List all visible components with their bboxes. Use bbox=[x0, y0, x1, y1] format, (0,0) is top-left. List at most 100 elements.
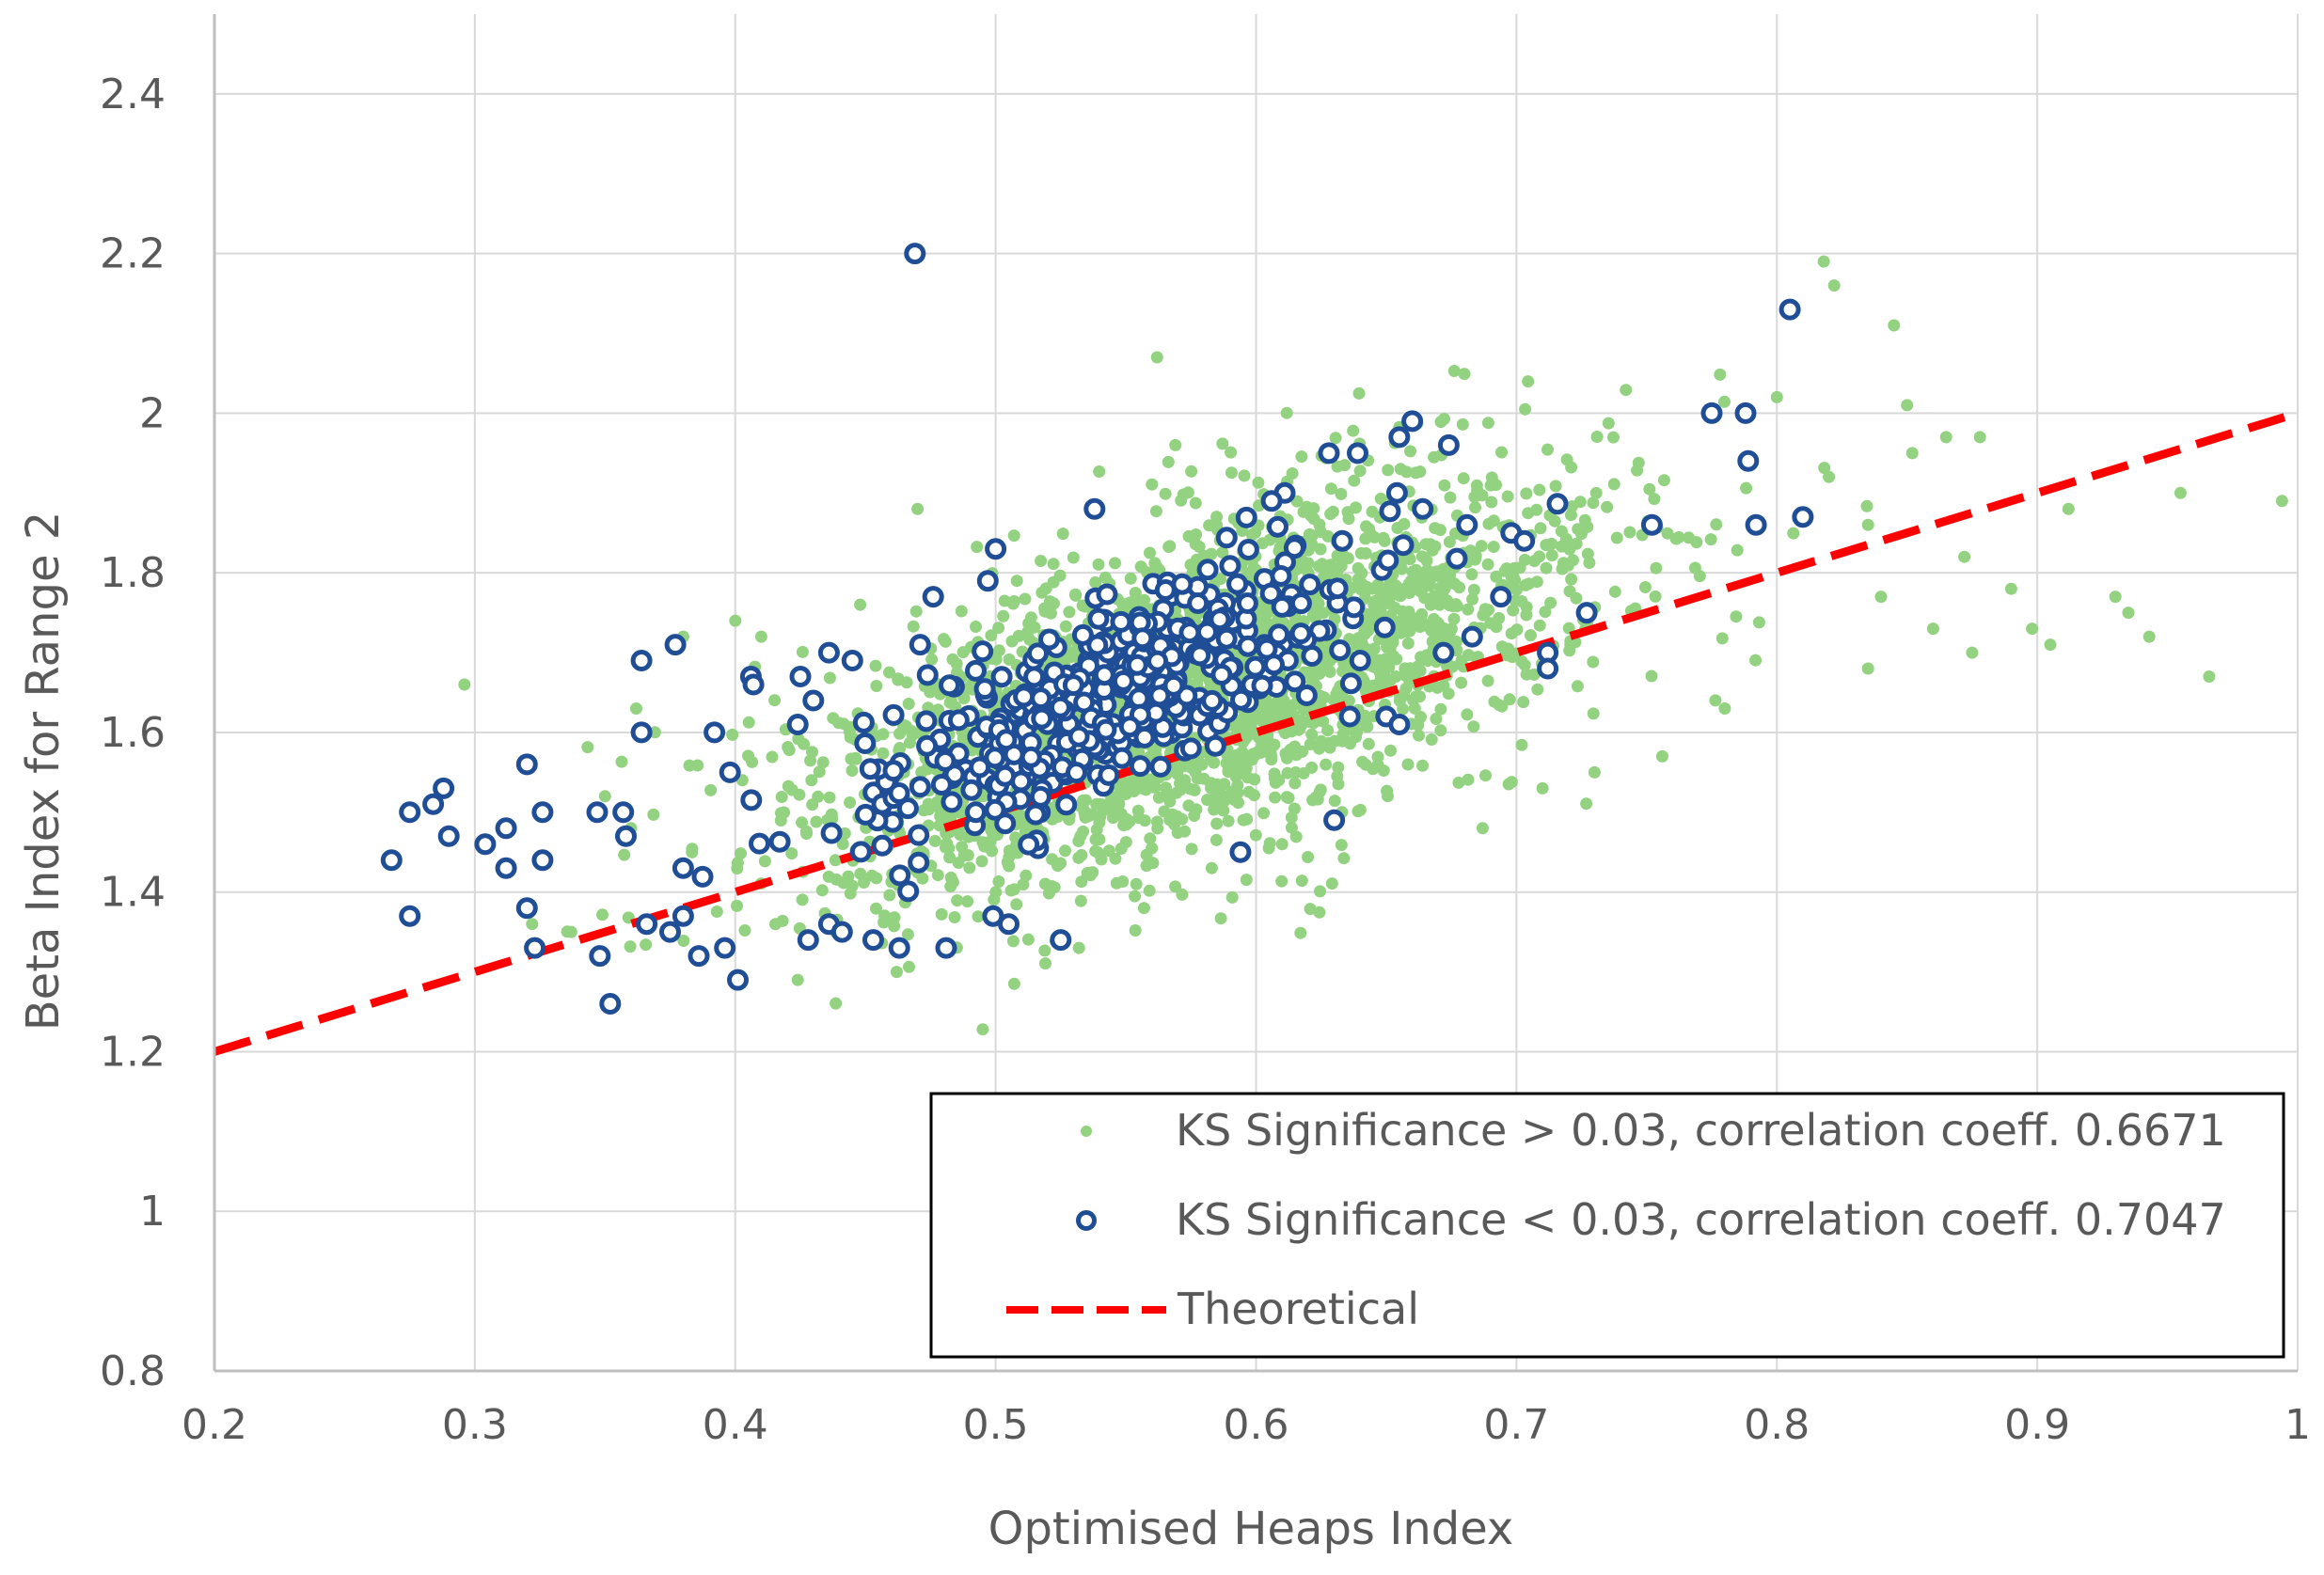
green-point bbox=[1888, 319, 1901, 332]
green-point bbox=[1210, 778, 1224, 791]
green-point bbox=[1533, 483, 1546, 496]
green-point bbox=[2203, 670, 2216, 683]
green-point bbox=[1418, 591, 1431, 605]
green-point bbox=[1571, 680, 1584, 693]
green-point bbox=[985, 629, 998, 642]
blue-point bbox=[1295, 685, 1318, 706]
blue-point bbox=[1640, 513, 1663, 536]
green-point bbox=[1408, 701, 1421, 715]
green-point bbox=[1462, 773, 1475, 786]
green-point bbox=[1216, 546, 1229, 559]
green-point bbox=[870, 872, 883, 885]
green-point bbox=[1655, 749, 1668, 763]
blue-point bbox=[1260, 490, 1283, 512]
blue-point bbox=[1066, 762, 1087, 784]
blue-point bbox=[399, 905, 421, 927]
blue-point bbox=[889, 864, 911, 887]
blue-point bbox=[380, 849, 403, 872]
green-point bbox=[1205, 861, 1218, 874]
green-point bbox=[1166, 808, 1179, 821]
legend-label-theoretical: Theoretical bbox=[1177, 1284, 1419, 1334]
green-point bbox=[1415, 550, 1429, 563]
green-point bbox=[1534, 522, 1547, 535]
blue-point bbox=[1318, 442, 1340, 465]
green-point bbox=[1393, 694, 1406, 707]
blue-point bbox=[1379, 500, 1401, 523]
green-point bbox=[1519, 578, 1532, 591]
green-point bbox=[1252, 476, 1265, 489]
blue-point bbox=[930, 774, 953, 795]
blue-point bbox=[1215, 527, 1238, 549]
green-point bbox=[1209, 833, 1223, 846]
green-point bbox=[1438, 413, 1450, 425]
green-point bbox=[1401, 758, 1415, 771]
green-point bbox=[943, 696, 956, 709]
green-point bbox=[1232, 796, 1244, 810]
series-ks-gt-003 bbox=[458, 255, 2288, 1036]
green-point bbox=[2026, 622, 2039, 636]
blue-point bbox=[1792, 506, 1814, 528]
blue-point bbox=[1067, 725, 1090, 748]
blue-point bbox=[1062, 674, 1084, 697]
blue-point bbox=[1178, 622, 1201, 644]
green-point bbox=[1520, 601, 1533, 614]
y-tick-label: 1.4 bbox=[100, 869, 166, 917]
green-point bbox=[1406, 565, 1419, 578]
blue-point bbox=[888, 937, 910, 959]
green-point bbox=[1563, 585, 1576, 598]
green-point bbox=[1515, 738, 1528, 751]
green-point bbox=[1302, 851, 1315, 863]
blue-point bbox=[1412, 497, 1434, 520]
green-point bbox=[1693, 570, 1706, 583]
green-point bbox=[1374, 671, 1387, 685]
green-point bbox=[1255, 613, 1268, 626]
green-point bbox=[731, 857, 744, 870]
green-point bbox=[615, 755, 628, 768]
green-point bbox=[1487, 514, 1500, 528]
green-point bbox=[1718, 702, 1731, 715]
blue-point bbox=[1129, 755, 1151, 778]
green-point bbox=[1926, 622, 1939, 636]
green-point bbox=[1038, 877, 1051, 890]
green-point bbox=[1818, 462, 1831, 475]
green-point bbox=[691, 759, 704, 772]
blue-point bbox=[531, 849, 554, 872]
green-point bbox=[1337, 852, 1351, 865]
green-point bbox=[878, 909, 892, 922]
green-point bbox=[1610, 531, 1623, 544]
green-point bbox=[1436, 589, 1449, 602]
green-point bbox=[1263, 533, 1276, 546]
blue-point bbox=[1027, 642, 1049, 665]
blue-point bbox=[1148, 685, 1171, 707]
green-point bbox=[1063, 606, 1076, 619]
blue-point bbox=[985, 538, 1007, 560]
blue-point bbox=[916, 664, 939, 686]
green-point bbox=[1263, 837, 1276, 850]
blue-point bbox=[1537, 657, 1559, 680]
blue-point bbox=[586, 801, 609, 824]
green-point bbox=[975, 855, 988, 868]
green-point bbox=[1524, 629, 1537, 642]
green-point bbox=[970, 621, 982, 633]
green-point bbox=[1129, 587, 1142, 599]
green-point bbox=[1242, 785, 1256, 798]
green-point bbox=[1643, 482, 1656, 496]
green-point bbox=[1710, 518, 1723, 531]
blue-point bbox=[1289, 592, 1312, 615]
green-point bbox=[1324, 482, 1337, 496]
green-point bbox=[1003, 653, 1016, 666]
y-tick-label: 1 bbox=[139, 1188, 166, 1236]
blue-point bbox=[1745, 513, 1767, 536]
green-point bbox=[1149, 505, 1162, 518]
legend-marker-green bbox=[1081, 1126, 1092, 1137]
green-point bbox=[928, 834, 941, 847]
blue-point bbox=[1171, 573, 1194, 595]
green-point bbox=[944, 871, 957, 884]
blue-point bbox=[841, 650, 863, 671]
green-point bbox=[598, 790, 611, 803]
x-tick-label: 1 bbox=[2284, 1401, 2311, 1449]
green-point bbox=[1361, 720, 1374, 733]
blue-point bbox=[1111, 747, 1133, 769]
green-point bbox=[1378, 534, 1391, 547]
